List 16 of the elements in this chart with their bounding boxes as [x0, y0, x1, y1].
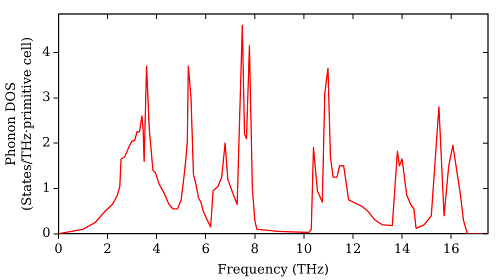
x-tick-label: 4: [152, 242, 161, 257]
y-tick-label: 3: [42, 90, 50, 106]
x-tick-label: 6: [202, 242, 210, 257]
x-tick-label: 16: [442, 242, 460, 257]
x-axis-title: Frequency (THz): [218, 262, 329, 278]
x-tick-label: 8: [250, 242, 259, 257]
x-tick-label: 0: [54, 242, 63, 257]
y-axis-title: Phonon DOS (States/THz·primitive cell): [4, 36, 35, 211]
x-tick-label: 10: [296, 242, 312, 257]
x-tick-label: 12: [344, 242, 362, 257]
y-tick-label: 0: [42, 226, 50, 242]
y-tick-label: 4: [42, 44, 50, 60]
y-tick-label: 1: [42, 180, 50, 196]
x-tick-label: 14: [394, 242, 410, 257]
y-tick-label: 2: [42, 136, 50, 151]
x-tick-label: 2: [103, 242, 112, 257]
